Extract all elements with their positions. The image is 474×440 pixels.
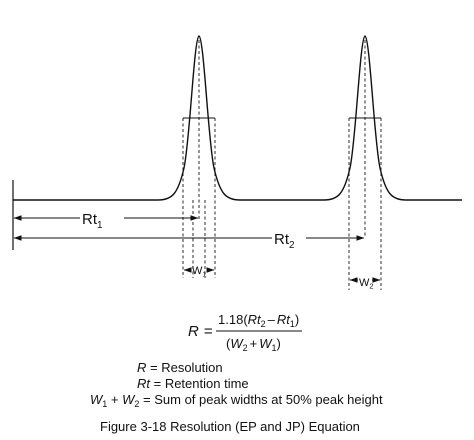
peak-2-guides [348,40,382,290]
w2-label: W2 [359,277,374,291]
resolution-equation: R = 1.18(Rt2– Rt1) (W2 + W1) [188,312,302,353]
chromatogram-trace [13,35,462,201]
definitions: R = Resolution Rt = Retention time W1 + … [90,360,383,409]
equation-lhs: R = [188,323,213,340]
rt1-label: Rt1 [82,211,103,231]
figure-caption: Figure 3-18 Resolution (EP and JP) Equat… [100,419,360,434]
definition-resolution: R = Resolution [137,360,223,375]
peak-1-guides [182,40,216,278]
rt2-label: Rt2 [274,231,295,251]
definition-peak-widths: W1 + W2 = Sum of peak widths at 50% peak… [90,392,383,409]
w1-label: W1 [192,265,207,279]
equation-denominator: (W2 + W1) [226,336,281,353]
equation-numerator: 1.18(Rt2– Rt1) [218,312,299,329]
definition-retention-time: Rt = Retention time [137,376,249,391]
